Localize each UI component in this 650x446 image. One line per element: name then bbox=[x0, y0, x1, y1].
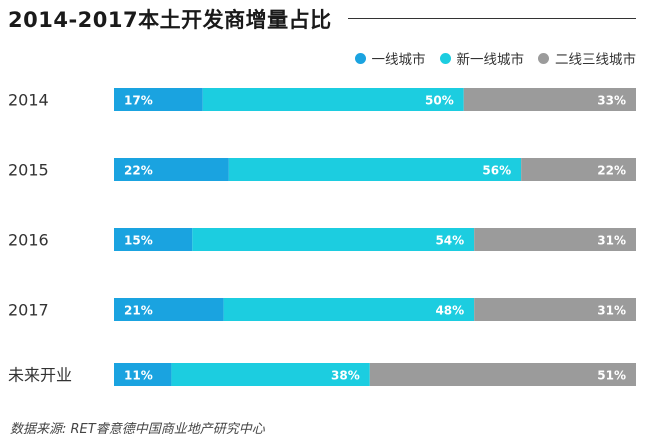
legend-label-new-tier1: 新一线城市 bbox=[456, 52, 525, 68]
data-label: 50% bbox=[425, 94, 454, 108]
data-label: 54% bbox=[435, 234, 464, 248]
data-label: 56% bbox=[482, 164, 511, 178]
bar-segment-new-tier1 bbox=[171, 363, 370, 386]
data-label: 48% bbox=[435, 304, 464, 318]
bar-segment-tier1 bbox=[114, 298, 224, 321]
bar-segment-tier1 bbox=[114, 363, 172, 386]
legend-item-tier23: 二线三线城市 bbox=[538, 48, 636, 68]
category-label: 2017 bbox=[8, 301, 49, 320]
bar-segment-tier1 bbox=[114, 158, 229, 181]
legend-item-new-tier1: 新一线城市 bbox=[439, 48, 525, 68]
source-note: 数据来源: RET睿意德中国商业地产研究中心 bbox=[10, 422, 265, 437]
data-label: 15% bbox=[124, 234, 153, 248]
data-label: 31% bbox=[597, 234, 626, 248]
data-label: 33% bbox=[597, 94, 626, 108]
bar-segment-new-tier1 bbox=[192, 228, 475, 251]
category-label: 2014 bbox=[8, 91, 49, 110]
data-label: 38% bbox=[331, 369, 360, 383]
legend-swatch-tier1 bbox=[354, 52, 366, 64]
category-label: 2016 bbox=[8, 231, 49, 250]
data-label: 11% bbox=[124, 369, 153, 383]
legend-swatch-tier23 bbox=[538, 52, 549, 64]
data-label: 22% bbox=[597, 164, 626, 178]
data-label: 31% bbox=[597, 304, 626, 318]
data-label: 22% bbox=[124, 164, 153, 178]
bar-segment-tier23 bbox=[474, 298, 636, 321]
category-label: 2015 bbox=[8, 161, 49, 180]
legend: 一线城市 新一线城市 二线三线城市 bbox=[354, 48, 636, 68]
legend-swatch-new-tier1 bbox=[439, 52, 451, 64]
title-rule bbox=[348, 18, 636, 19]
bar-segment-tier1 bbox=[114, 228, 193, 251]
legend-label-tier23: 二线三线城市 bbox=[555, 52, 636, 68]
category-label: 未来开业 bbox=[8, 366, 72, 385]
legend-item-tier1: 一线城市 bbox=[354, 48, 426, 68]
bar-segment-tier23 bbox=[474, 228, 636, 251]
bar-segment-tier23 bbox=[369, 363, 636, 386]
data-label: 51% bbox=[597, 369, 626, 383]
bar-segment-tier23 bbox=[463, 88, 636, 111]
bar-segment-tier23 bbox=[521, 158, 636, 181]
data-label: 17% bbox=[124, 94, 153, 108]
bar-segment-new-tier1 bbox=[223, 298, 475, 321]
bar-segment-new-tier1 bbox=[228, 158, 522, 181]
chart-title: 2014-2017本土开发商增量占比 bbox=[8, 8, 332, 32]
bar-segment-tier1 bbox=[114, 88, 203, 111]
bar-segment-new-tier1 bbox=[202, 88, 464, 111]
data-label: 21% bbox=[124, 304, 153, 318]
legend-label-tier1: 一线城市 bbox=[371, 52, 426, 68]
